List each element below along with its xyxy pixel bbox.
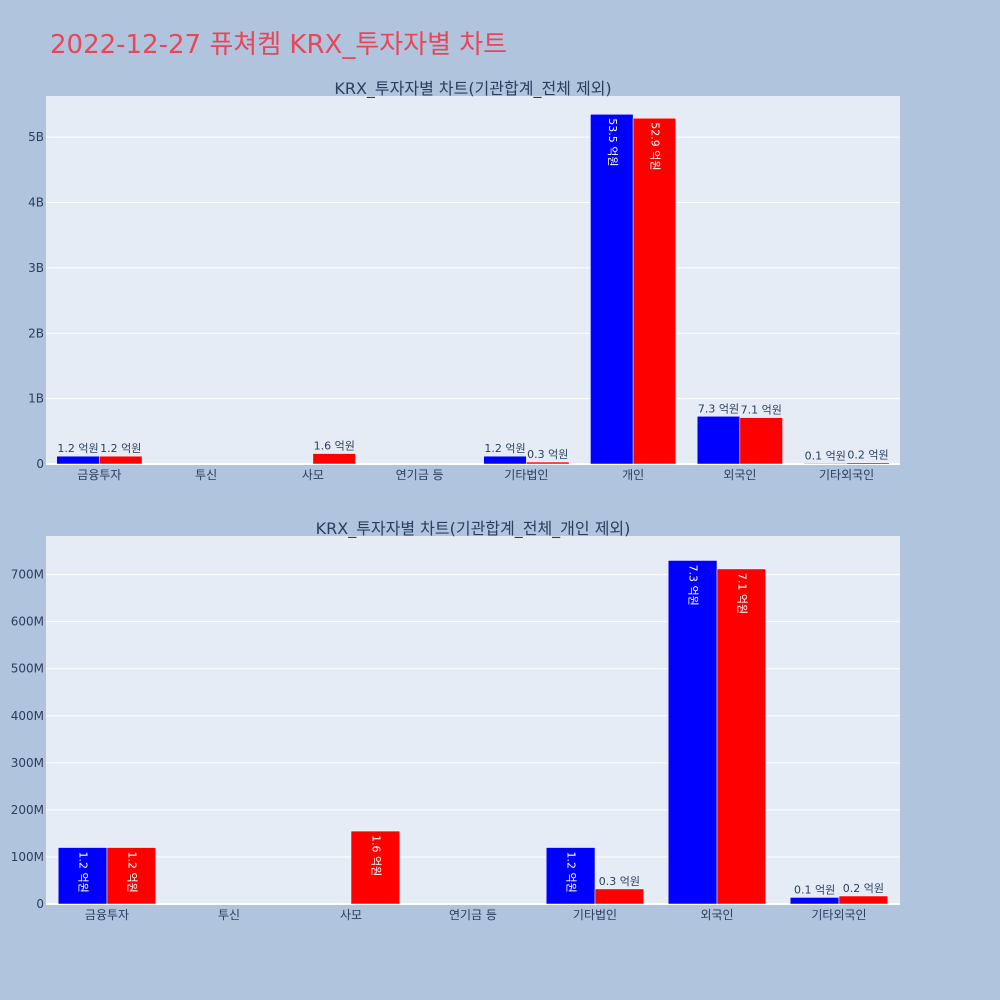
- bar: [667, 560, 718, 905]
- y-tick-label: 0: [36, 457, 44, 471]
- data-label: 1.6 억원: [369, 835, 382, 876]
- y-tick-label: 5B: [28, 130, 44, 144]
- y-tick-label: 700M: [11, 568, 44, 582]
- bar: [99, 455, 143, 465]
- data-label: 0.3 억원: [527, 448, 568, 461]
- bar: [803, 463, 847, 465]
- y-tick-label: 100M: [11, 850, 44, 864]
- chart-top: KRX_투자자별 차트(기관합계_전체 제외) 0 1B 2B 3B 4B 5B 금융투자 1.…: [28, 79, 900, 482]
- x-tick-label: 개인: [622, 468, 644, 482]
- data-label: 1.2 억원: [77, 852, 90, 893]
- data-label: 7.3 억원: [687, 564, 700, 605]
- bar: [696, 416, 741, 465]
- plot-area: [46, 536, 900, 904]
- page-title: 2022-12-27 퓨쳐켐 KRX_투자자별 차트: [50, 30, 508, 60]
- data-label: 1.2 억원: [484, 442, 525, 455]
- x-tick-label: 투신: [195, 468, 217, 482]
- data-label: 52.9 억원: [648, 122, 661, 170]
- data-label: 0.2 억원: [847, 449, 888, 462]
- x-tick-label: 연기금 등: [449, 908, 497, 922]
- bar: [526, 461, 570, 465]
- bar: [350, 830, 401, 905]
- y-tick-label: 3B: [28, 261, 44, 275]
- bar: [483, 455, 527, 465]
- chart-bottom: KRX_투자자별 차트(기관합계_전체_개인 제외) 0 100M 200M 300M 4…: [11, 519, 900, 922]
- data-label: 1.2 억원: [125, 852, 138, 893]
- bar: [838, 895, 889, 905]
- x-tick-label: 외국인: [723, 468, 756, 482]
- y-tick-label: 2B: [28, 326, 44, 340]
- bar: [846, 462, 890, 465]
- data-label: 1.2 억원: [565, 852, 578, 893]
- data-label: 53.5 억원: [606, 118, 619, 166]
- bar: [545, 847, 596, 905]
- data-label: 1.6 억원: [314, 440, 355, 453]
- bar: [716, 568, 767, 905]
- y-tick-label: 4B: [28, 196, 44, 210]
- data-label: 7.1 억원: [741, 404, 782, 417]
- bar: [632, 117, 677, 465]
- x-tick-label: 기타법인: [504, 468, 548, 482]
- x-tick-label: 외국인: [700, 908, 733, 922]
- x-tick-label: 기타외국인: [811, 908, 866, 922]
- bar: [739, 417, 783, 465]
- x-tick-label: 투신: [218, 908, 240, 922]
- data-label: 1.2 억원: [100, 442, 141, 455]
- x-tick-label: 기타법인: [573, 908, 617, 922]
- data-label: 0.1 억원: [794, 883, 835, 896]
- data-label: 7.1 억원: [735, 573, 748, 614]
- bar: [106, 847, 157, 905]
- x-tick-label: 연기금 등: [396, 468, 444, 482]
- y-tick-label: 300M: [11, 756, 44, 770]
- y-tick-label: 0: [36, 897, 44, 911]
- bar: [312, 453, 356, 465]
- y-tick-label: 600M: [11, 615, 44, 629]
- bar: [57, 847, 108, 905]
- bar: [590, 114, 634, 465]
- x-tick-label: 사모: [302, 468, 324, 482]
- chart-title: KRX_투자자별 차트(기관합계_전체 제외): [334, 79, 611, 99]
- data-label: 0.2 억원: [843, 882, 884, 895]
- data-label: 0.3 억원: [599, 875, 640, 888]
- x-tick-label: 금융투자: [85, 908, 129, 922]
- y-tick-label: 1B: [28, 392, 44, 406]
- x-tick-label: 사모: [340, 908, 362, 922]
- bar: [56, 455, 100, 465]
- chart-title: KRX_투자자별 차트(기관합계_전체_개인 제외): [316, 519, 631, 539]
- y-tick-label: 200M: [11, 803, 44, 817]
- data-label: 1.2 억원: [57, 442, 98, 455]
- x-tick-label: 금융투자: [77, 468, 121, 482]
- data-label: 7.3 억원: [698, 402, 739, 415]
- y-tick-label: 400M: [11, 709, 44, 723]
- bar: [789, 897, 840, 905]
- data-label: 0.1 억원: [805, 449, 846, 462]
- plot-area: [46, 96, 900, 464]
- x-tick-label: 기타외국인: [819, 468, 874, 482]
- bar: [594, 888, 645, 905]
- y-tick-label: 500M: [11, 662, 44, 676]
